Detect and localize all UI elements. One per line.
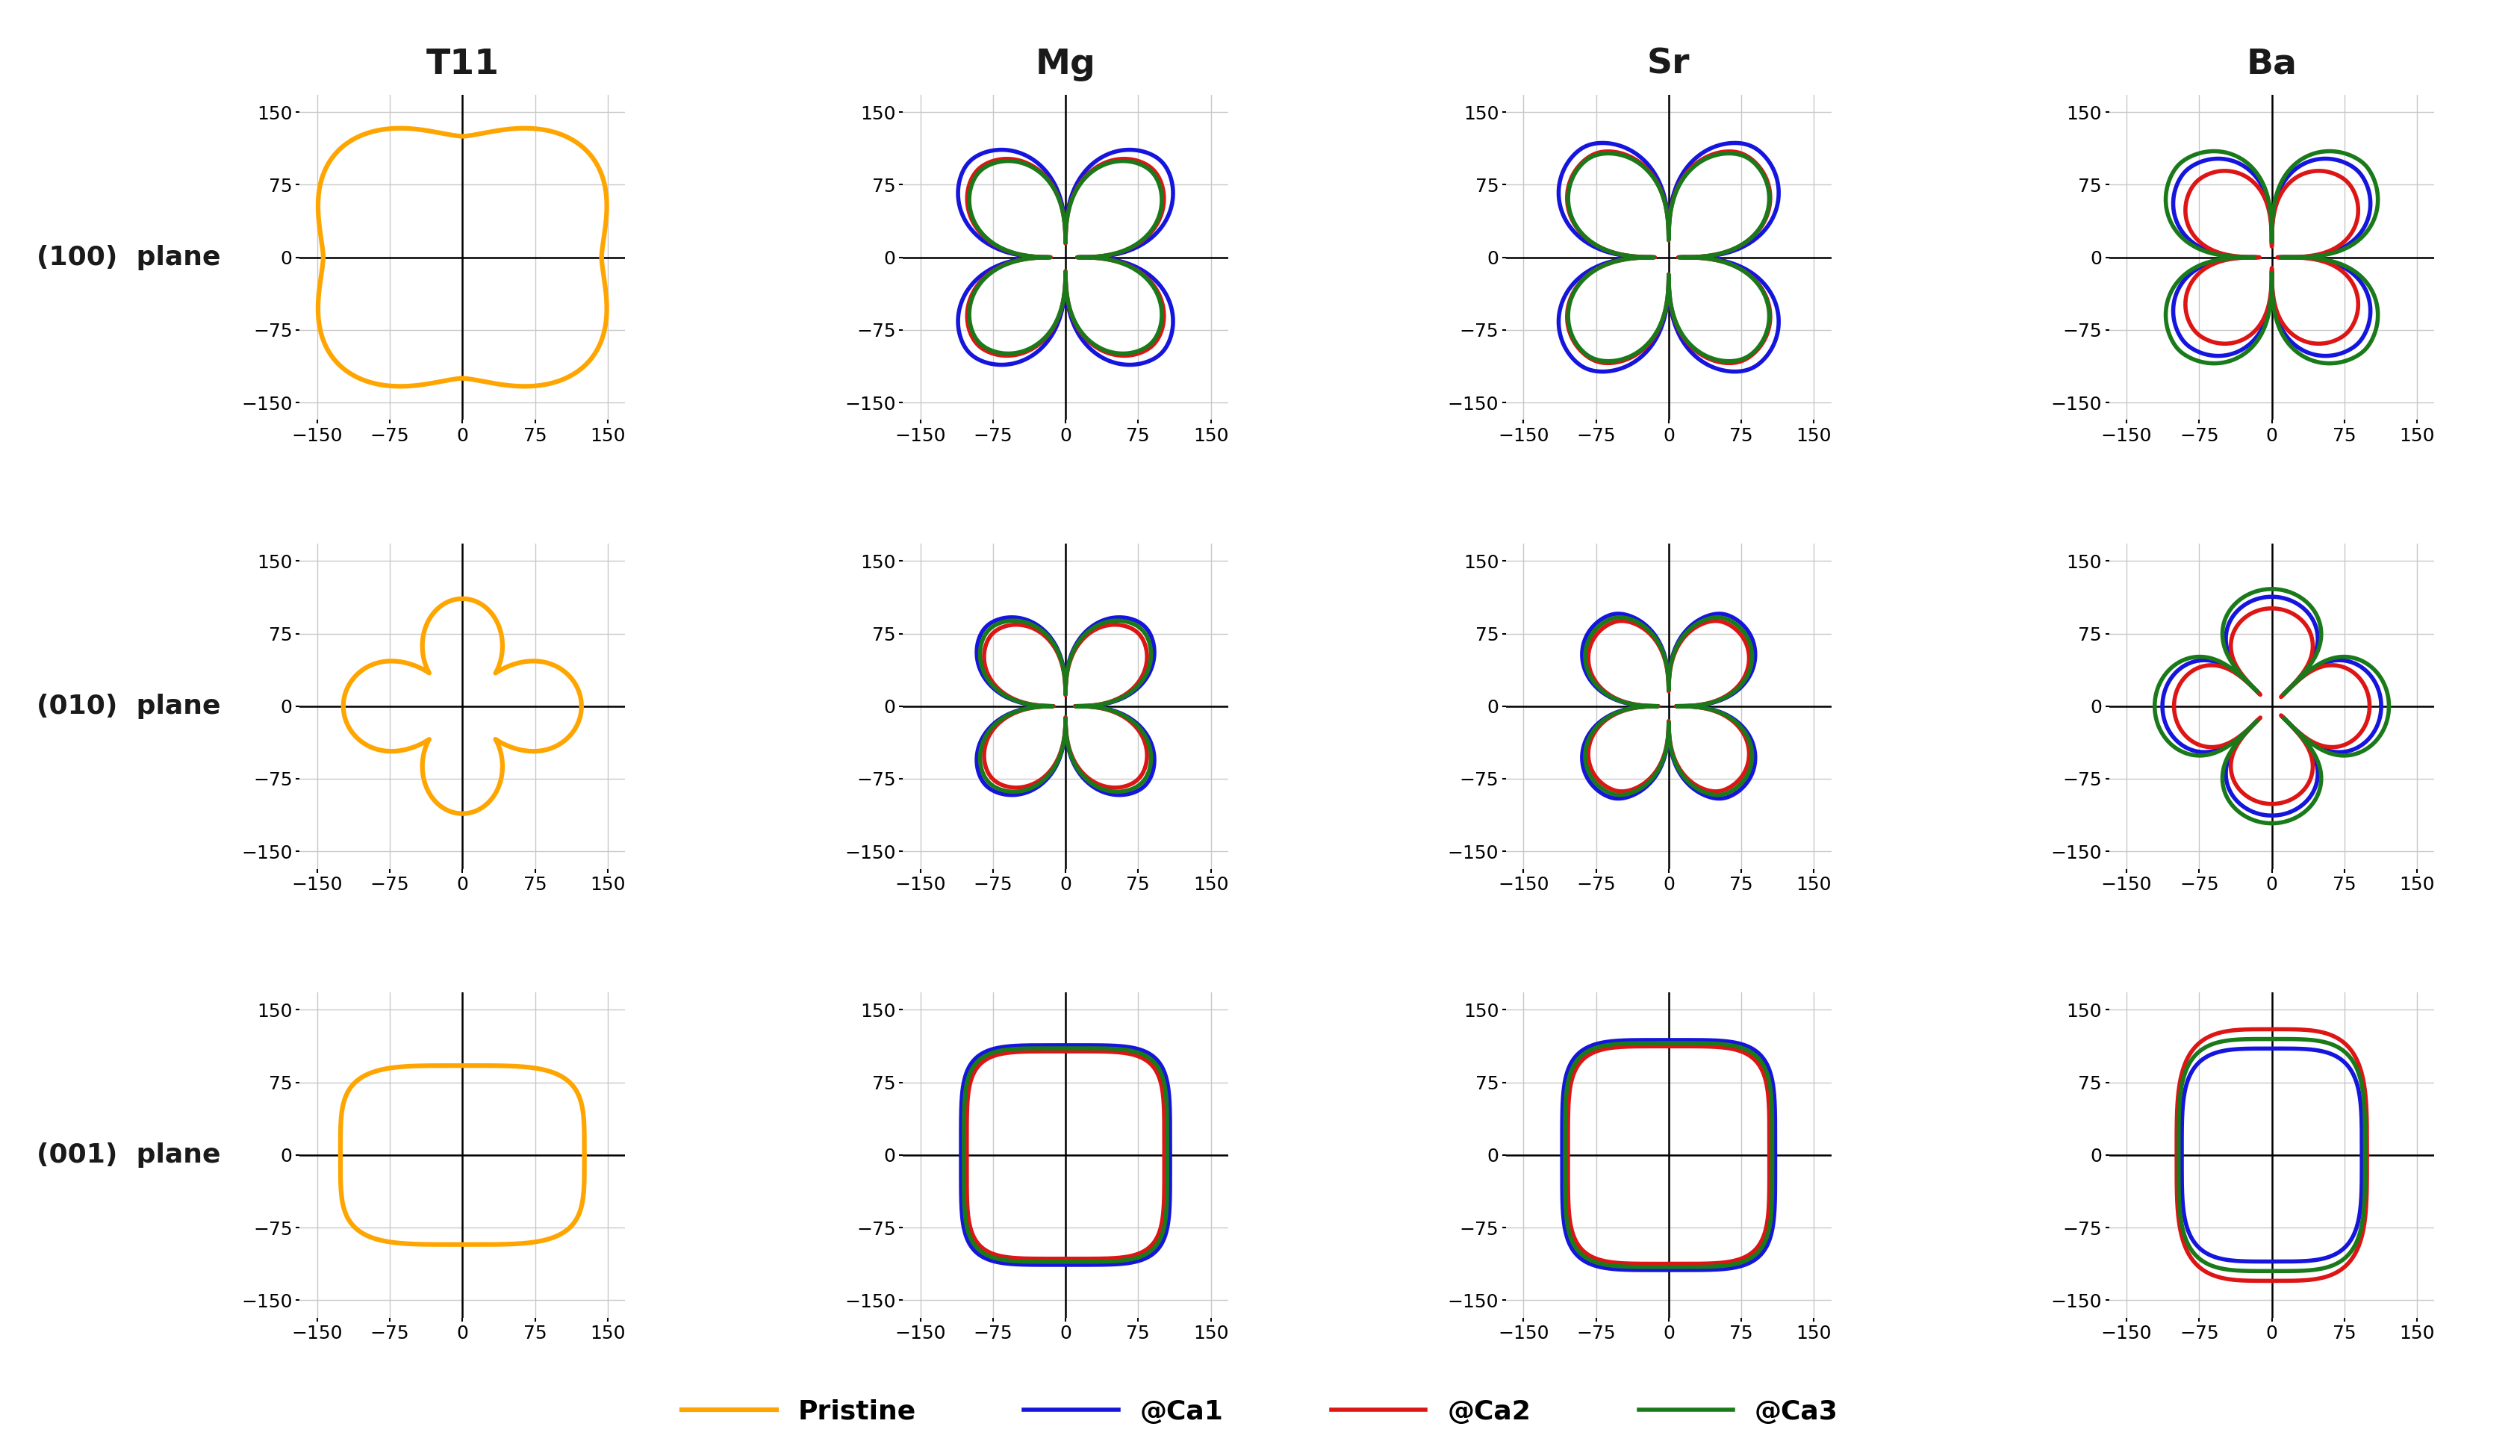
Title: Sr: Sr [1648, 48, 1691, 82]
Y-axis label: (010)  plane: (010) plane [38, 693, 222, 719]
Title: T11: T11 [426, 48, 499, 82]
Title: Mg: Mg [1036, 48, 1096, 82]
Legend: Pristine, @Ca1, @Ca2, @Ca3: Pristine, @Ca1, @Ca2, @Ca3 [670, 1388, 1850, 1436]
Y-axis label: (100)  plane: (100) plane [38, 245, 222, 269]
Y-axis label: (001)  plane: (001) plane [38, 1143, 222, 1168]
Title: Ba: Ba [2245, 48, 2298, 82]
